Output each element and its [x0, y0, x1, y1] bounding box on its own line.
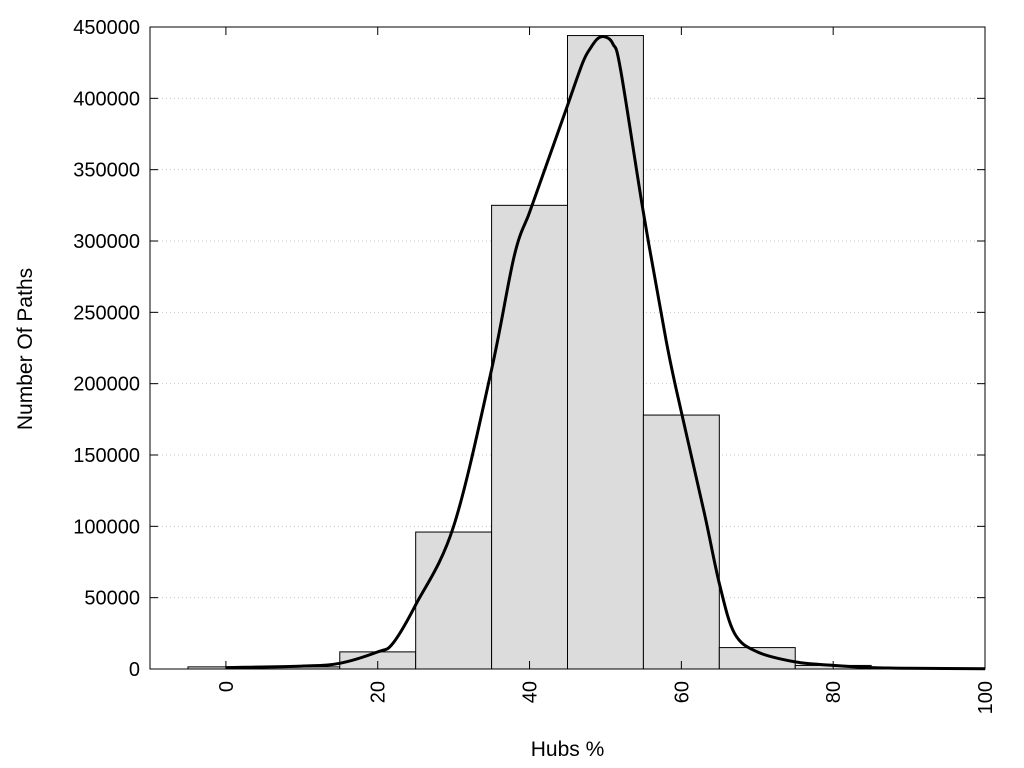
x-tick-label: 40: [520, 681, 542, 703]
y-tick-label: 400000: [73, 88, 140, 110]
density-curve: [225, 35, 986, 671]
histogram-bar: [491, 204, 568, 670]
y-axis-title: Number Of Paths: [14, 268, 37, 430]
x-axis: 0 20 40 60 80 100: [216, 27, 997, 714]
x-axis-title: Hubs %: [531, 738, 605, 761]
y-tick-label: 350000: [73, 160, 140, 182]
y-tick-label: 250000: [73, 302, 140, 324]
y-tick-label: 200000: [73, 374, 140, 396]
x-tick-label: 0: [216, 681, 238, 692]
x-tick-label: 60: [671, 681, 693, 703]
y-tick-label: 0: [129, 659, 140, 681]
histogram-bars: [187, 35, 948, 670]
x-tick-label: 80: [823, 681, 845, 703]
density-curve-line: [225, 35, 986, 671]
y-tick-label: 100000: [73, 516, 140, 538]
histogram-bar: [415, 531, 493, 670]
histogram-bar: [567, 35, 644, 670]
x-tick-label: 100: [975, 681, 997, 714]
y-tick-label: 50000: [84, 588, 140, 610]
y-axis: 0 50000 100000 150000 200000 250000 300000 3500…: [73, 17, 985, 681]
x-tick-label: 20: [368, 681, 390, 703]
y-tick-label: 450000: [73, 17, 140, 39]
histogram-bar: [642, 414, 720, 670]
y-tick-label: 150000: [73, 445, 140, 467]
plot-area-frame: [149, 26, 986, 670]
y-tick-label: 300000: [73, 231, 140, 253]
